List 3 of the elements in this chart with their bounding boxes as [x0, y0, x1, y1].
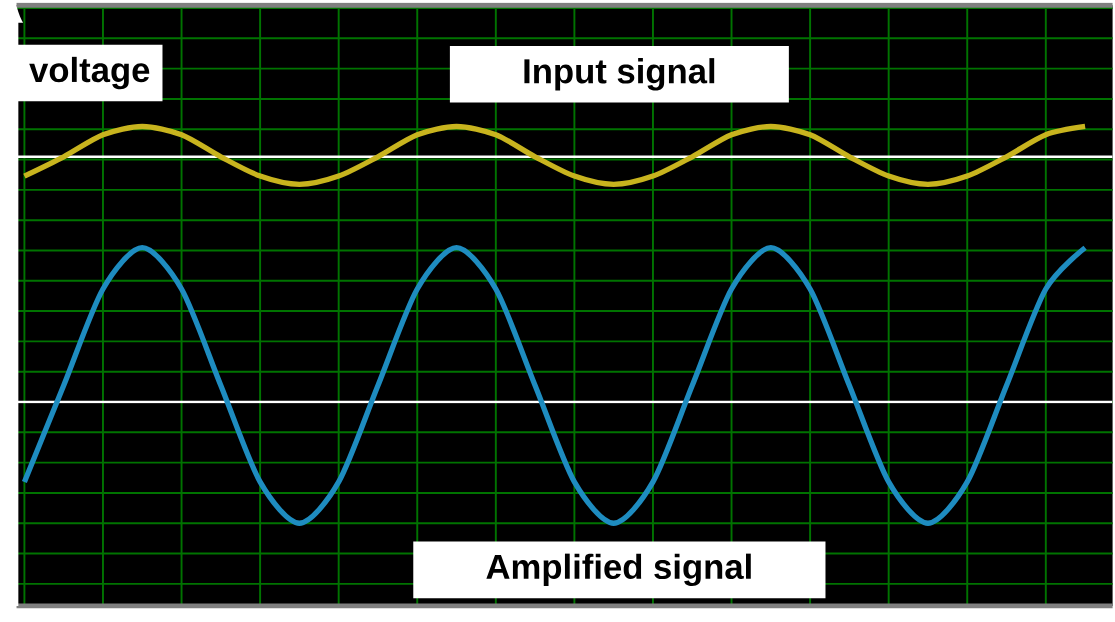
y-axis-title: voltage	[29, 56, 150, 90]
series-label: Amplified signal	[486, 553, 751, 586]
series-label: Input signal	[524, 57, 715, 91]
